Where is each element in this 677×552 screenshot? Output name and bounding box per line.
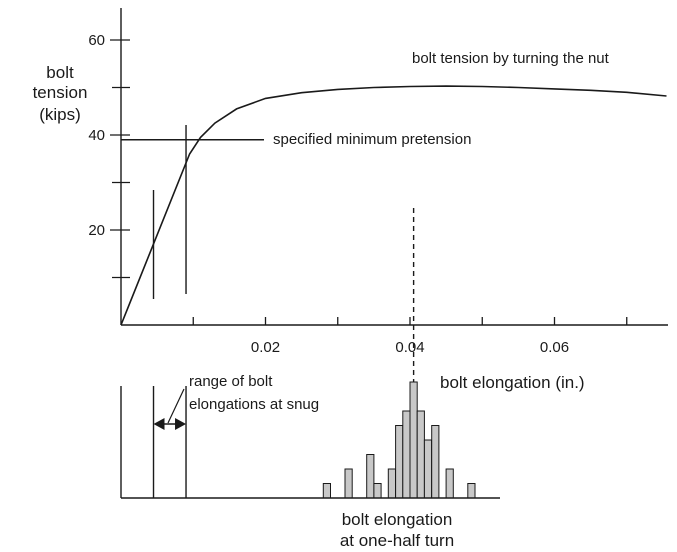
histogram-bars (322, 381, 476, 499)
histogram-bar (467, 483, 476, 499)
histogram-bar (373, 483, 382, 499)
x-tick-label: 0.02 (251, 339, 280, 356)
y-ticks: 20 40 60 (88, 32, 130, 279)
curve-label: bolt tension by turning the nut (412, 50, 610, 67)
histogram-label-line-2: at one-half turn (340, 531, 454, 550)
snug-annotation-leader (167, 388, 185, 424)
x-ticks: 0.020.040.060.08 (192, 317, 628, 356)
histogram-label-line-1: bolt elongation (342, 510, 453, 529)
histogram-bar (423, 439, 433, 499)
main-axes (120, 8, 668, 326)
histogram-bar (366, 454, 375, 499)
histogram-bar (445, 468, 454, 499)
y-axis-label-line-2: tension (33, 83, 88, 102)
y-axis-label-line-3: (kips) (39, 105, 81, 124)
snug-annotation-line-2: elongations at snug (189, 396, 319, 413)
histogram-bar (395, 425, 404, 499)
pretension-label: specified minimum pretension (273, 131, 471, 148)
histogram-bar (344, 468, 353, 499)
x-axis-label: bolt elongation (in.) (440, 373, 585, 392)
snug-annotation-line-1: range of bolt (189, 373, 273, 390)
tension-curve (120, 85, 667, 326)
snug-range-arrowhead-right (175, 418, 187, 430)
histogram-bar (387, 468, 396, 499)
y-tick-label: 40 (88, 127, 105, 144)
snug-range-arrowhead-left (153, 418, 165, 430)
x-tick-label: 0.04 (395, 339, 424, 356)
histogram-bar (431, 425, 440, 499)
histogram-bar (322, 483, 331, 499)
y-tick-label: 60 (88, 32, 105, 49)
histogram-bar (402, 410, 411, 499)
x-tick-label: 0.06 (540, 339, 569, 356)
histogram-bar (409, 381, 418, 499)
histogram-bar (416, 410, 425, 499)
y-tick-label: 20 (88, 222, 105, 239)
y-axis-label-line-1: bolt (46, 63, 74, 82)
